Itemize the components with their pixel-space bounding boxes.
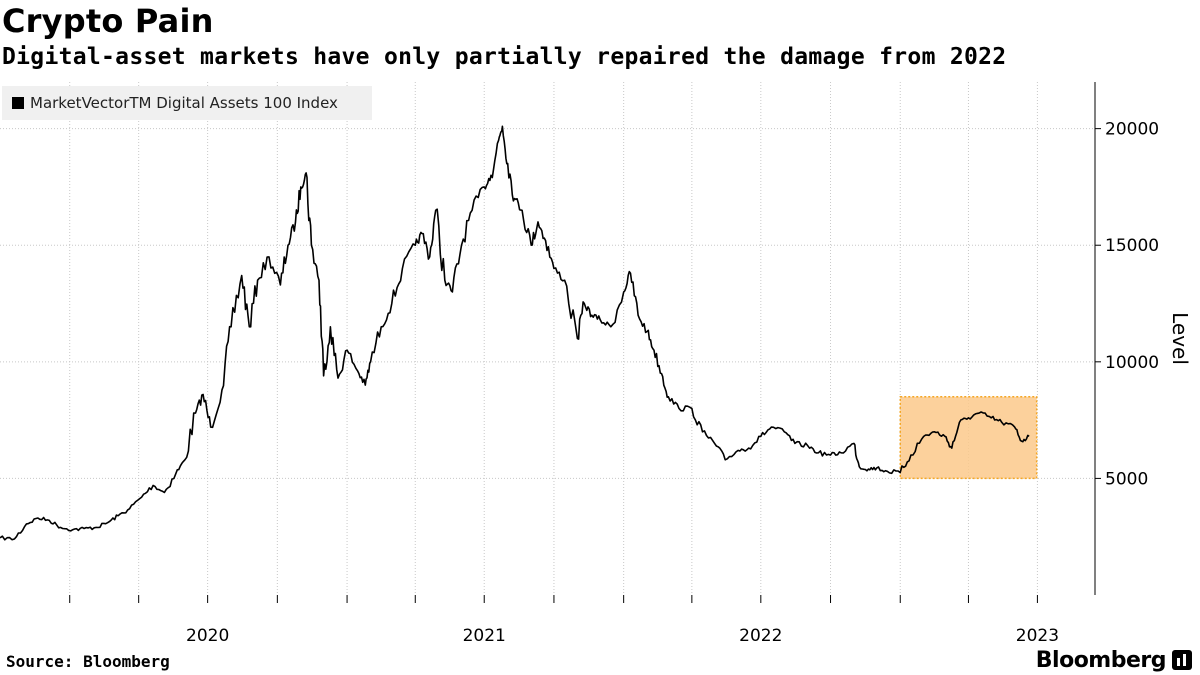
- y-tick-label: 5000: [1105, 469, 1148, 489]
- highlight-region: [899, 396, 1038, 480]
- chart-subtitle: Digital-asset markets have only partiall…: [2, 44, 1007, 70]
- legend-entry: MarketVectorTM Digital Assets 100 Index: [30, 94, 338, 112]
- brand-logo: Bloomberg: [1035, 648, 1167, 673]
- y-tick-label: 20000: [1105, 120, 1159, 140]
- x-tick-label: 2021: [463, 626, 506, 646]
- y-axis-label: Level: [1168, 312, 1192, 365]
- x-tick-label: 2020: [186, 626, 229, 646]
- source-note: Source: Bloomberg: [6, 652, 170, 671]
- y-tick-label: 15000: [1105, 236, 1159, 256]
- chart-title: Crypto Pain: [2, 2, 214, 40]
- x-tick-label: 2023: [1016, 626, 1059, 646]
- y-tick-label: 10000: [1105, 353, 1159, 373]
- series-line: [0, 125, 1030, 541]
- legend-swatch: [12, 97, 24, 109]
- x-tick-label: 2022: [739, 626, 782, 646]
- bloomberg-terminal-icon: [1172, 650, 1192, 670]
- chart-legend: MarketVectorTM Digital Assets 100 Index: [2, 86, 372, 120]
